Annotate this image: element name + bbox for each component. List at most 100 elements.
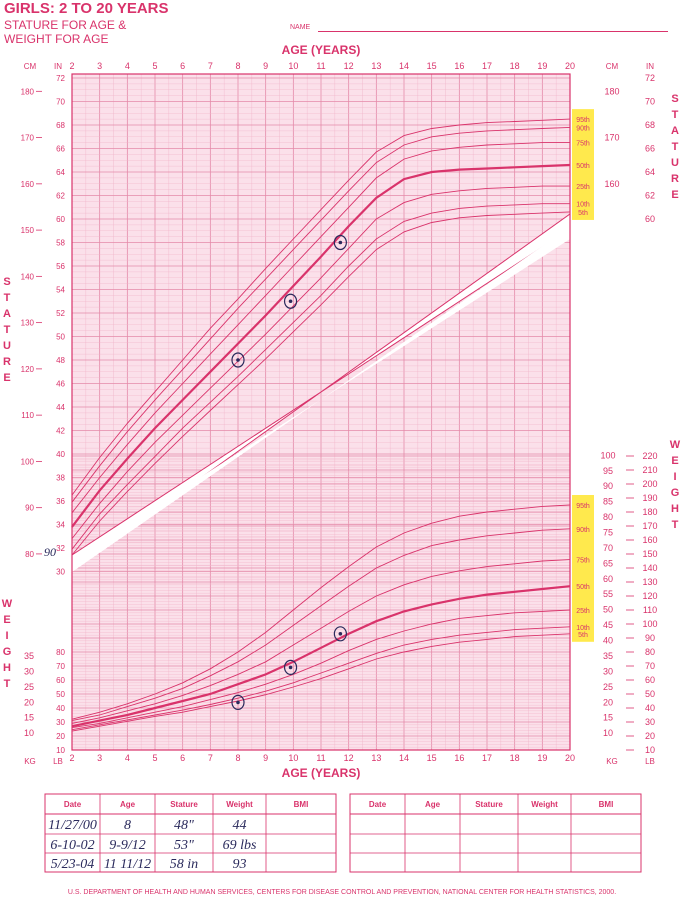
stature-label-left: U xyxy=(3,340,11,352)
right-table-col-header: Weight xyxy=(531,800,558,809)
stature-cm-tick-left: 140 xyxy=(21,272,35,281)
weight-percentile-label: 50th xyxy=(576,584,590,591)
weight-lb-tick-right: 50 xyxy=(645,689,655,699)
weight-kg-tick-right: 100 xyxy=(600,450,615,460)
age-tick-bottom: 5 xyxy=(152,753,157,763)
stature-in-tick-right: 66 xyxy=(645,144,655,154)
chart-subtitle-line1: STATURE FOR AGE & xyxy=(4,18,127,32)
weight-lb-tick-left: 20 xyxy=(56,732,65,741)
age-tick-bottom: 7 xyxy=(208,753,213,763)
stature-in-tick-left: 50 xyxy=(56,333,65,342)
chart-header: GIRLS: 2 TO 20 YEARS STATURE FOR AGE & W… xyxy=(0,0,684,60)
weight-kg-tick-right: 55 xyxy=(603,589,613,599)
stature-label-right: T xyxy=(672,141,679,153)
stature-in-tick-left: 34 xyxy=(56,521,65,530)
weight-unit-kg-left: KG xyxy=(24,757,36,766)
age-tick-bottom: 2 xyxy=(69,753,74,763)
weight-lb-tick-left: 70 xyxy=(56,662,65,671)
stature-in-tick-left: 58 xyxy=(56,239,65,248)
stature-cm-tick-right: 170 xyxy=(604,133,619,143)
weight-lb-tick-right: 10 xyxy=(645,745,655,755)
stature-in-tick-left: 46 xyxy=(56,380,65,389)
weight-percentile-label: 5th xyxy=(578,632,588,639)
weight-curve-10th xyxy=(71,626,571,731)
stature-percentile-label: 50th xyxy=(576,163,590,170)
weight-kg-tick-left: 15 xyxy=(24,713,34,723)
plotted-points xyxy=(231,234,347,711)
weight-lb-tick-left: 50 xyxy=(56,690,65,699)
footer-credit: U.S. DEPARTMENT OF HEALTH AND HUMAN SERV… xyxy=(68,889,616,896)
stature-in-tick-left: 30 xyxy=(56,568,65,577)
weight-label-left: I xyxy=(5,630,8,642)
weight-lb-tick-right: 100 xyxy=(642,619,657,629)
stature-point xyxy=(236,358,240,362)
stature-curve-25th xyxy=(71,185,570,539)
left-table-cell: 53" xyxy=(174,838,194,853)
stature-cm-tick-right: 160 xyxy=(604,179,619,189)
weight-label-left: H xyxy=(3,662,11,674)
stature-in-tick-right: 68 xyxy=(645,120,655,130)
age-tick-bottom: 13 xyxy=(371,753,381,763)
age-tick-bottom: 18 xyxy=(510,753,520,763)
age-tick-bottom: 15 xyxy=(427,753,437,763)
stature-label-left: T xyxy=(4,324,11,336)
weight-kg-tick-right: 60 xyxy=(603,574,613,584)
weight-point-circle xyxy=(231,694,245,711)
growth-chart: 2233445566778899101011111212131314141515… xyxy=(2,43,681,780)
stature-label-right: E xyxy=(671,189,678,201)
chart-title: GIRLS: 2 TO 20 YEARS xyxy=(4,0,169,17)
left-table-col-header: Weight xyxy=(226,800,253,809)
age-tick-top: 5 xyxy=(152,61,157,71)
name-field[interactable] xyxy=(318,31,668,32)
right-table-col-header: Stature xyxy=(475,800,503,809)
stature-label-right: T xyxy=(672,109,679,121)
weight-label-right: G xyxy=(671,487,680,499)
left-table-cell: 5/23-04 xyxy=(51,857,95,872)
stature-percentile-label: 5th xyxy=(578,210,588,217)
age-tick-bottom: 20 xyxy=(565,753,575,763)
stature-label-right: A xyxy=(671,125,679,137)
age-tick-bottom: 6 xyxy=(180,753,185,763)
age-tick-top: 14 xyxy=(399,61,409,71)
weight-kg-tick-right: 90 xyxy=(603,481,613,491)
weight-kg-tick-right: 30 xyxy=(603,666,613,676)
stature-label-left: A xyxy=(3,308,11,320)
weight-lb-tick-right: 210 xyxy=(642,465,657,475)
left-table-cell: 58 in xyxy=(170,857,198,872)
stature-curve-90th xyxy=(71,126,571,503)
weight-unit-lb-right: LB xyxy=(645,757,655,766)
left-table-cell: 6-10-02 xyxy=(50,838,94,853)
stature-curve-75th xyxy=(71,142,570,514)
weight-kg-tick-left: 30 xyxy=(24,666,34,676)
age-tick-top: 15 xyxy=(427,61,437,71)
x-axis-title-bottom: AGE (YEARS) xyxy=(282,766,361,780)
stature-in-tick-left: 66 xyxy=(56,145,65,154)
name-label: NAME xyxy=(290,24,311,31)
stature-cm-tick-left: 80 xyxy=(25,550,34,559)
left-table-cell: 11/27/00 xyxy=(48,818,97,833)
weight-percentile-label: 75th xyxy=(576,558,590,565)
stature-label-left: E xyxy=(3,372,10,384)
weight-label-right: H xyxy=(671,503,679,515)
weight-kg-tick-left: 25 xyxy=(24,682,34,692)
stature-unit-in-left: IN xyxy=(54,62,62,71)
stature-in-tick-left: 36 xyxy=(56,497,65,506)
stature-cm-tick-left: 120 xyxy=(21,365,35,374)
weight-lb-tick-left: 10 xyxy=(56,746,65,755)
stature-in-tick-right: 62 xyxy=(645,191,655,201)
stature-curve-5th xyxy=(71,211,571,556)
weight-lb-tick-left: 40 xyxy=(56,704,65,713)
weight-kg-tick-left: 20 xyxy=(24,697,34,707)
left-table-col-header: Age xyxy=(120,800,136,809)
stature-cm-tick-left: 90 xyxy=(25,504,34,513)
stature-curve-50th xyxy=(71,163,571,528)
left-table-cell: 9-9/12 xyxy=(109,838,146,853)
right-table-col-header: Date xyxy=(369,800,387,809)
weight-kg-tick-right: 50 xyxy=(603,605,613,615)
stature-in-tick-left: 52 xyxy=(56,309,65,318)
stature-point-circle xyxy=(283,293,298,309)
stature-in-tick-left: 44 xyxy=(56,403,65,412)
stature-label-right: R xyxy=(671,173,679,185)
age-tick-bottom: 4 xyxy=(125,753,130,763)
stature-cm-tick-left: 130 xyxy=(21,319,35,328)
